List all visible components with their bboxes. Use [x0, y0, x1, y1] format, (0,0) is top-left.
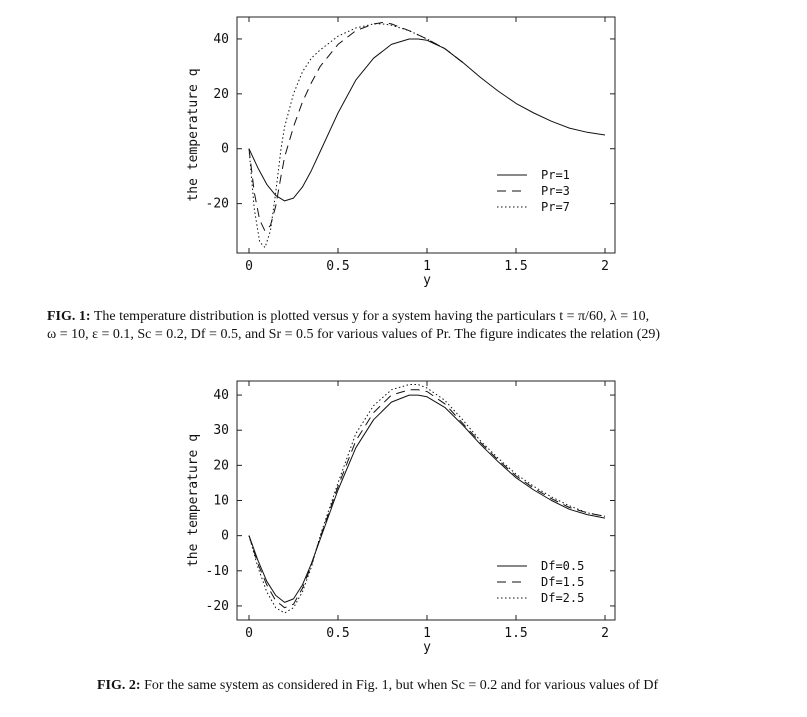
y-axis-label: the temperature q — [186, 68, 201, 201]
series-line-3 — [248, 23, 463, 248]
y-tick-label: 30 — [213, 423, 229, 438]
y-tick-label: -20 — [206, 599, 229, 614]
legend-label: Pr=7 — [541, 200, 570, 214]
figure2-caption-text: For the same system as considered in Fig… — [144, 678, 659, 693]
x-tick-label: 1 — [423, 259, 431, 274]
y-tick-label: -20 — [206, 197, 229, 212]
y-tick-label: 0 — [221, 529, 229, 544]
x-tick-label: 0.5 — [326, 626, 349, 641]
series-line-2 — [248, 389, 606, 609]
legend-label: Df=0.5 — [541, 559, 584, 573]
x-tick-label: 0 — [245, 259, 253, 274]
x-axis-label: y — [423, 273, 431, 288]
y-tick-label: 20 — [213, 87, 229, 102]
figure1-caption: FIG. 1: The temperature distribution is … — [47, 308, 787, 344]
x-axis-label: y — [423, 640, 431, 655]
chart-2: 0 0.5 1 1.5 2 -20 -10 0 10 20 30 40 y the temperature… — [186, 380, 616, 655]
x-tick-label: 2 — [601, 626, 609, 641]
series-line-1 — [248, 394, 606, 603]
legend-label: Pr=1 — [541, 168, 570, 182]
chart-1: 0 0.5 1 1.5 2 -20 0 20 40 y the temperature q Pr=1 P… — [186, 16, 616, 288]
x-tick-label: 1 — [423, 626, 431, 641]
legend-label: Df=2.5 — [541, 591, 584, 605]
x-tick-label: 1.5 — [504, 259, 527, 274]
y-tick-label: 20 — [213, 458, 229, 473]
figure1-label: FIG. 1: — [47, 309, 91, 324]
series-line-1 — [248, 38, 606, 202]
x-tick-label: 1.5 — [504, 626, 527, 641]
x-tick-label: 0 — [245, 626, 253, 641]
y-tick-label: 0 — [221, 142, 229, 157]
figure1-caption-line2: ω = 10, ε = 0.1, Sc = 0.2, Df = 0.5, and… — [47, 327, 661, 342]
x-tick-label: 2 — [601, 259, 609, 274]
figure2-caption: FIG. 2: For the same system as considere… — [97, 677, 797, 695]
series-line-2 — [248, 22, 463, 232]
y-axis-label: the temperature q — [186, 434, 201, 567]
figure2-label: FIG. 2: — [97, 678, 141, 693]
legend-label: Df=1.5 — [541, 575, 584, 589]
y-tick-label: 10 — [213, 494, 229, 509]
y-tick-label: 40 — [213, 32, 229, 47]
y-tick-label: -10 — [206, 564, 229, 579]
y-tick-label: 40 — [213, 388, 229, 403]
figure1-caption-line1: The temperature distribution is plotted … — [93, 309, 650, 324]
series-line-3 — [248, 384, 606, 614]
legend-label: Pr=3 — [541, 184, 570, 198]
plot-frame — [236, 16, 616, 254]
x-tick-label: 0.5 — [326, 259, 349, 274]
